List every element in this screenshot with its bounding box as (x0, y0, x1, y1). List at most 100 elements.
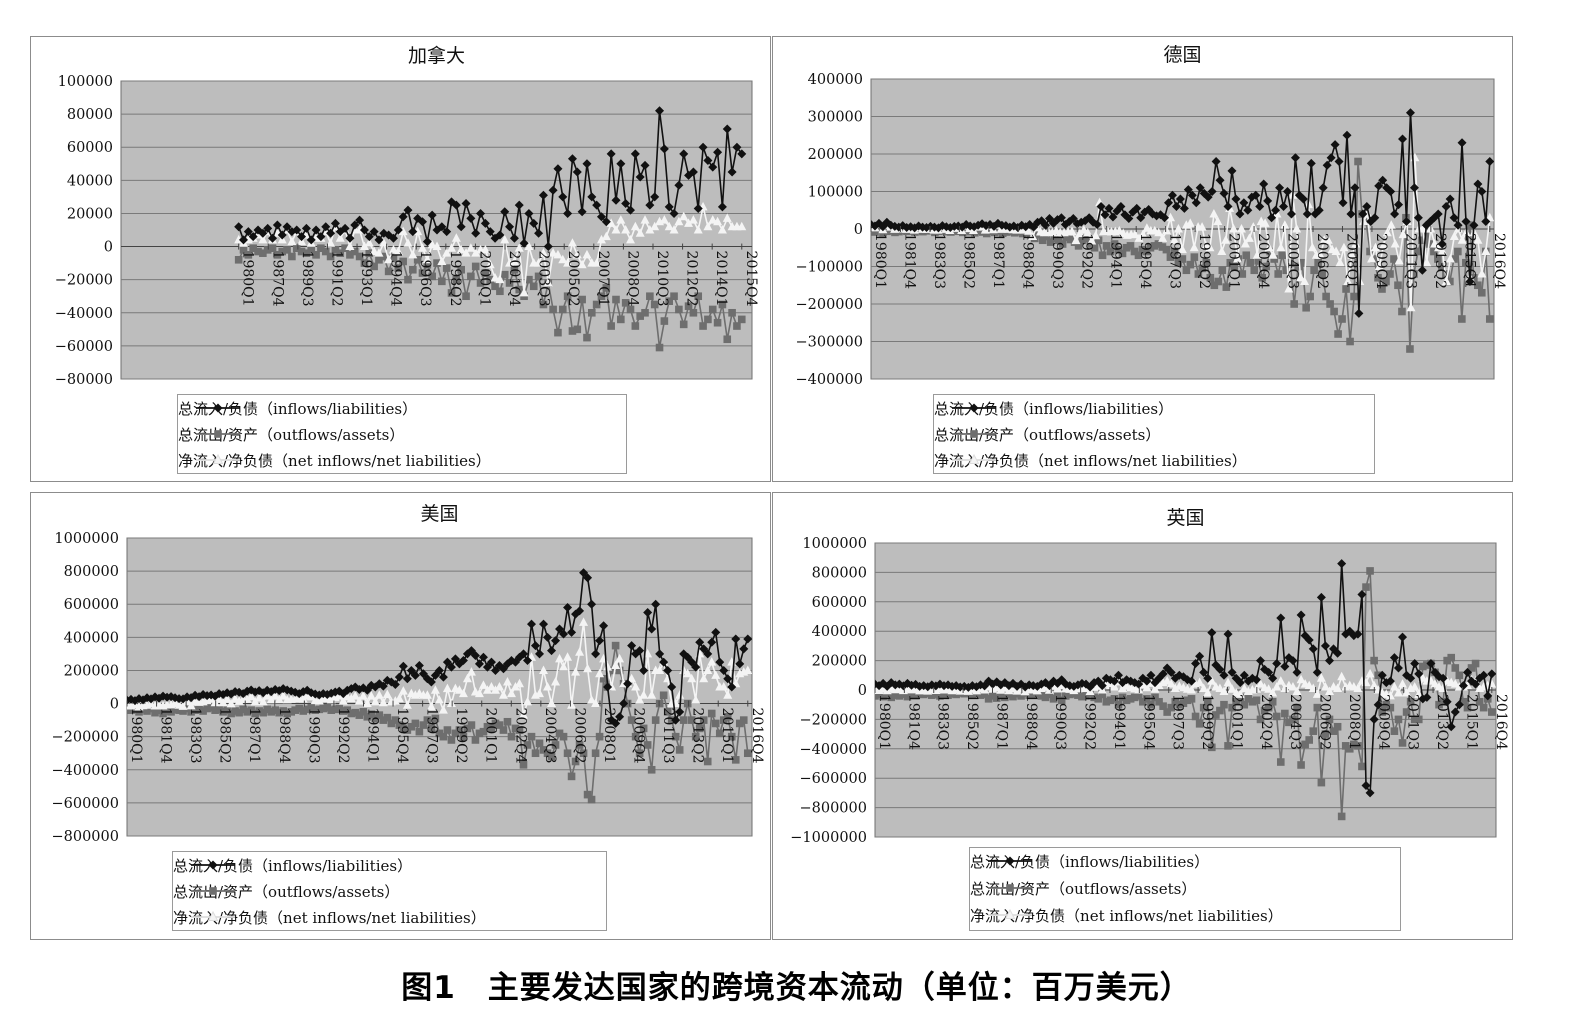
data-point-inflows (1057, 675, 1067, 685)
data-point-net-inflows (1130, 229, 1140, 239)
data-point-inflows (1251, 675, 1261, 685)
series-inflows (871, 108, 1494, 318)
data-point-inflows (234, 687, 244, 697)
data-point-outflows (447, 736, 456, 744)
data-point-outflows (683, 699, 692, 708)
data-point-inflows (627, 641, 637, 651)
data-point-inflows (1378, 175, 1388, 185)
data-point-inflows (514, 200, 524, 210)
data-point-inflows (1235, 678, 1245, 688)
y-tick-label: −800000 (51, 829, 119, 845)
data-point-outflows (479, 727, 488, 736)
data-point-outflows (695, 724, 704, 733)
data-point-outflows (694, 292, 703, 301)
data-point-outflows (1354, 742, 1362, 750)
data-point-outflows (1240, 700, 1249, 709)
data-point-outflows (691, 732, 700, 741)
data-point-outflows (438, 277, 446, 286)
data-point-inflows (1350, 183, 1360, 193)
data-point-inflows (258, 228, 268, 238)
legend-key-inflows (196, 403, 240, 413)
data-point-outflows (515, 285, 524, 294)
data-point-net-inflows (359, 241, 369, 251)
legend-key-inflows (952, 403, 996, 413)
data-point-outflows (875, 226, 883, 234)
data-point-net-inflows (538, 248, 548, 257)
data-point-inflows (1072, 219, 1082, 229)
data-point-inflows (698, 142, 708, 152)
data-point-net-inflows (693, 225, 703, 234)
data-point-inflows (939, 681, 949, 691)
data-point-outflows (660, 317, 669, 325)
data-point-outflows (1090, 243, 1099, 252)
data-point-outflows (1450, 255, 1458, 263)
data-point-net-inflows (478, 680, 488, 689)
data-point-inflows (703, 649, 713, 659)
data-point-inflows (1279, 202, 1289, 211)
data-point-net-inflows (427, 239, 437, 249)
data-point-outflows (268, 244, 277, 253)
legend-key-outflows (196, 430, 240, 438)
data-point-outflows (647, 765, 656, 774)
data-point-inflows (451, 200, 461, 210)
data-point-net-inflows (1445, 254, 1455, 263)
data-point-inflows (1320, 641, 1330, 651)
data-point-outflows (367, 710, 376, 719)
data-point-inflows (359, 225, 369, 235)
data-point-inflows (1365, 788, 1375, 798)
data-point-outflows (487, 724, 496, 733)
data-point-inflows (482, 662, 492, 672)
data-point-inflows (1152, 211, 1162, 221)
data-point-inflows (1338, 198, 1348, 208)
data-point-inflows (1163, 198, 1173, 208)
data-point-inflows (1329, 644, 1339, 654)
x-tick-label: 2008Q1 (1346, 694, 1362, 750)
data-point-outflows (404, 275, 412, 284)
data-point-net-inflows (1028, 231, 1038, 240)
data-point-outflows (1210, 281, 1219, 290)
data-point-outflows (1053, 692, 1062, 701)
data-point-inflows (350, 220, 360, 230)
data-point-outflows (1062, 233, 1071, 242)
legend-label-outflows: 总流出/资产（outflows/assets） (178, 425, 405, 444)
data-point-inflows (651, 599, 661, 609)
x-tick-label: 1980Q1 (876, 694, 892, 750)
data-point-inflows (1304, 635, 1314, 645)
data-point-inflows (1000, 678, 1010, 688)
data-point-net-inflows (630, 221, 640, 231)
data-point-inflows (547, 646, 557, 656)
data-point-outflows (1155, 697, 1163, 706)
data-point-outflows (591, 749, 600, 758)
data-point-inflows (1231, 673, 1241, 683)
data-point-inflows (1326, 153, 1336, 163)
data-point-outflows (259, 708, 267, 717)
data-point-outflows (592, 300, 601, 309)
data-point-outflows (996, 691, 1005, 699)
data-point-outflows (932, 690, 940, 698)
data-point-inflows (1471, 679, 1481, 689)
legend-uk: 总流入/负债（inflows/liabilities） 总流出/资产（outfl… (969, 847, 1401, 931)
legend-entry-outflows: 总流出/资产（outflows/assets） (970, 876, 1196, 900)
data-point-inflows (1081, 679, 1091, 689)
data-point-outflows (1334, 330, 1342, 338)
x-tick-label: 2016Q4 (749, 708, 765, 764)
data-point-inflows (732, 142, 742, 152)
data-point-net-inflows (1449, 231, 1459, 240)
data-point-outflows (496, 287, 504, 296)
data-point-outflows (1206, 273, 1215, 282)
data-point-inflows (394, 672, 404, 682)
data-point-outflows (984, 695, 993, 703)
data-point-inflows (1306, 158, 1316, 168)
data-point-inflows (1256, 656, 1266, 666)
data-point-inflows (534, 228, 544, 238)
data-point-inflows (1394, 200, 1404, 210)
data-point-net-inflows (1343, 276, 1353, 285)
data-point-outflows (1394, 715, 1403, 724)
data-point-inflows (158, 691, 168, 701)
data-point-net-inflows (675, 690, 685, 699)
data-point-inflows (719, 665, 729, 675)
data-point-outflows (1130, 247, 1139, 256)
data-point-net-inflows (451, 233, 461, 242)
data-point-inflows (414, 660, 424, 670)
data-point-inflows (1171, 202, 1181, 211)
